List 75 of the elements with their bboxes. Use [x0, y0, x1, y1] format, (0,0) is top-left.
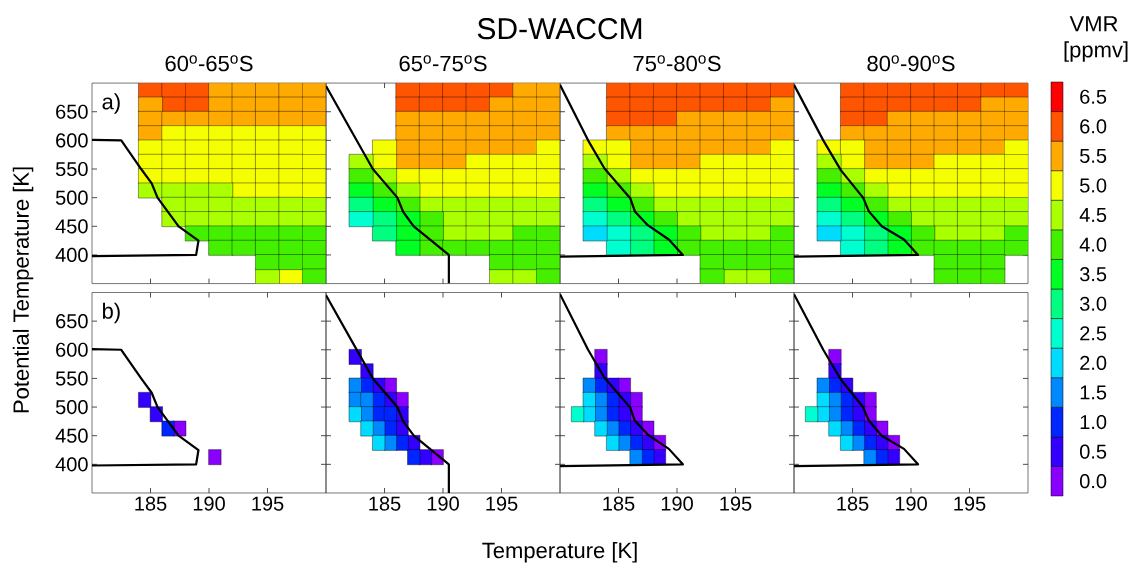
point — [816, 392, 830, 408]
color-bar-label: 5.0 — [1080, 178, 1107, 193]
color-bar-title: VMR [ppmv] — [1064, 16, 1128, 62]
chart-subtitle: 65$^{o}$-75$^{o}$S — [399, 55, 487, 72]
x-tick-label: 190 — [661, 496, 693, 511]
point — [407, 449, 421, 465]
point — [582, 392, 596, 408]
point — [805, 406, 819, 422]
y-tick-label: 600 — [56, 342, 88, 357]
color-bar-label: 3.5 — [1079, 267, 1107, 282]
y-tick-label: 650 — [56, 104, 88, 119]
y-tick-label: 450 — [55, 428, 88, 443]
point — [863, 449, 877, 465]
y-tick-label: 500 — [55, 399, 88, 415]
chart-subtitle: 60$^{o}$-65$^{o}$S — [165, 55, 253, 72]
point — [138, 392, 152, 408]
y-tick-label: 400 — [55, 457, 88, 472]
x-tick-label: 190 — [427, 496, 459, 511]
color-bar-label: 6.5 — [1080, 89, 1107, 104]
point — [360, 392, 374, 408]
x-tick-label: 185 — [603, 496, 635, 511]
point — [395, 435, 409, 451]
point — [582, 406, 596, 422]
color-bar-label: 2.0 — [1080, 355, 1107, 370]
y-tick-label: 650 — [56, 314, 88, 329]
point — [348, 377, 362, 394]
x-tick-label: 190 — [193, 496, 225, 511]
annotation: a) — [102, 93, 120, 114]
color-bar-label: 4.5 — [1079, 208, 1107, 223]
point — [360, 420, 374, 437]
point — [383, 406, 397, 422]
point — [582, 377, 596, 394]
color-bar-label: 1.0 — [1080, 414, 1107, 430]
text: SD-WACCM — [477, 18, 642, 40]
color-bar-label: 4.0 — [1079, 237, 1107, 252]
point — [875, 449, 889, 465]
y-tick-label: 550 — [55, 371, 88, 386]
x-tick-label: 195 — [486, 496, 518, 511]
point — [571, 406, 585, 422]
y-tick-label: 450 — [55, 219, 88, 234]
x-tick-label: 185 — [837, 496, 869, 511]
y-tick-label: 400 — [55, 247, 88, 263]
x-tick-label: 190 — [895, 496, 927, 511]
point — [372, 420, 386, 437]
color-bar-label: 3.0 — [1079, 296, 1107, 311]
point — [816, 377, 830, 394]
point — [840, 435, 854, 451]
x-tick-label: 195 — [252, 496, 284, 511]
point — [208, 449, 222, 465]
color-bar-label: 1.5 — [1080, 385, 1107, 400]
chart-subtitle: 75$^{o}$-80$^{o}$S — [633, 55, 721, 72]
color-bar-label: 6.0 — [1080, 119, 1107, 134]
color-bar-label: 5.5 — [1080, 148, 1107, 163]
x-tick-label: 195 — [954, 496, 986, 511]
y-tick-label: 600 — [56, 133, 88, 148]
point — [629, 449, 643, 465]
point — [641, 449, 655, 465]
y-tick-label: 550 — [55, 161, 88, 177]
color-bar-label: 0.0 — [1079, 474, 1107, 489]
point — [348, 406, 362, 422]
point — [372, 435, 386, 451]
point — [816, 406, 830, 422]
text: Temperature [K] — [482, 542, 637, 563]
x-tick-label: 195 — [720, 496, 752, 511]
text: Potential Temperature [K] — [12, 167, 34, 413]
point — [828, 420, 842, 437]
point — [594, 420, 608, 437]
annotation: b) — [102, 302, 120, 324]
x-tick-label: 185 — [369, 496, 401, 511]
color-bar-label: 2.5 — [1080, 326, 1107, 341]
color-bar-label: 0.5 — [1079, 444, 1107, 459]
point — [606, 435, 620, 451]
x-tick-label: 185 — [135, 496, 167, 511]
y-tick-label: 500 — [55, 190, 88, 205]
chart-subtitle: 80$^{o}$-90$^{o}$S — [867, 55, 955, 72]
